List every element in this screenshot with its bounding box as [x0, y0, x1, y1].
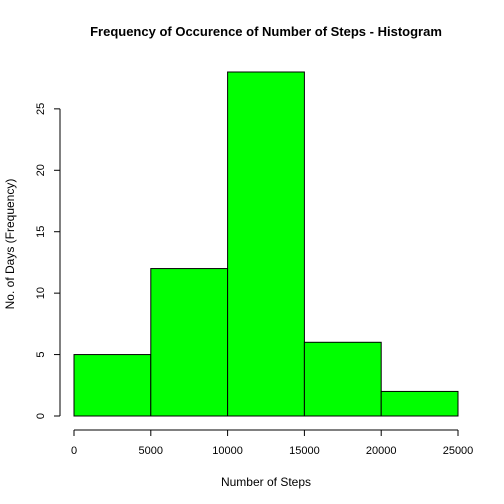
x-tick-label-3: 15000 — [289, 445, 320, 457]
y-axis: 0 5 10 15 20 25 — [35, 103, 61, 419]
x-axis-label: Number of Steps — [221, 475, 311, 489]
chart-title: Frequency of Occurence of Number of Step… — [90, 24, 442, 39]
x-tick-label-2: 10000 — [212, 445, 243, 457]
histogram-bar-3 — [303, 341, 382, 417]
histogram-bar-0 — [73, 354, 152, 417]
x-tick-label-1: 5000 — [139, 445, 163, 457]
histogram-bar-1 — [150, 268, 229, 417]
y-tick-label-4: 20 — [35, 164, 47, 176]
y-tick-label-5: 25 — [35, 103, 47, 115]
x-tick-label-0: 0 — [71, 445, 77, 457]
bars-group — [73, 71, 459, 417]
y-axis-label: No. of Days (Frequency) — [3, 179, 17, 310]
y-tick-label-0: 0 — [35, 413, 47, 419]
histogram-bar-4 — [380, 390, 459, 417]
histogram-bar-2 — [227, 71, 305, 417]
x-tick-label-4: 20000 — [366, 445, 397, 457]
y-tick-label-3: 15 — [35, 226, 47, 238]
x-axis: 0 5000 10000 15000 20000 25000 — [71, 429, 474, 457]
x-tick-label-5: 25000 — [443, 445, 474, 457]
y-tick-label-2: 10 — [35, 287, 47, 299]
y-tick-label-1: 5 — [35, 352, 47, 358]
